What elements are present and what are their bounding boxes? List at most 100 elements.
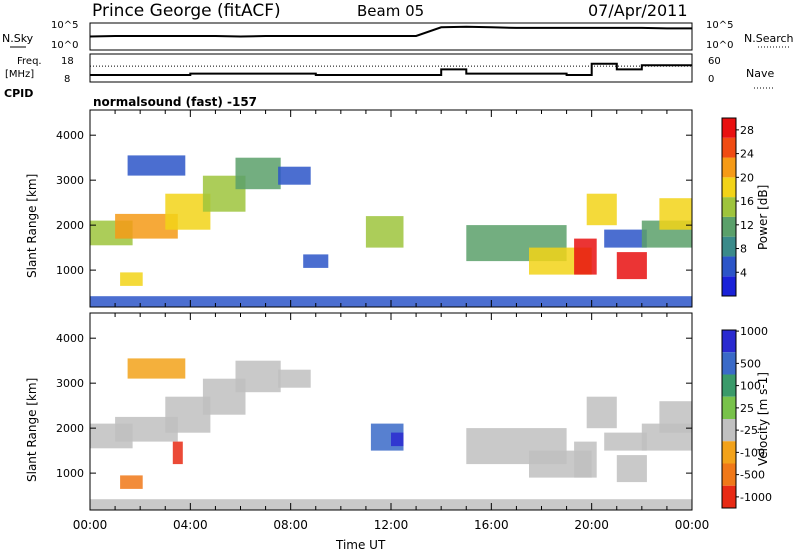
data-region-18: [659, 401, 692, 433]
freq-label-line2: [MHz]: [5, 69, 34, 80]
frequency-line: [90, 62, 692, 76]
velocity-colorbar-segment: [722, 485, 736, 508]
x-tick-label: 08:00: [273, 518, 308, 532]
power-colorbar-tick-label: 8: [740, 243, 747, 256]
data-region-4: [235, 157, 281, 190]
noise-sky-label: N.Sky: [2, 32, 34, 45]
data-region-8: [278, 369, 311, 388]
velocity-data-cells: [90, 358, 692, 510]
velocity-panel: 1000 2000 3000 4000 00:00 04:00 08:00 12:00 16:…: [25, 312, 772, 552]
y-tick-label: 2000: [56, 422, 84, 435]
data-region-6: [120, 272, 143, 286]
velocity-colorbar-tick-label: 25: [740, 402, 754, 415]
velocity-colorbar-segment: [722, 352, 736, 375]
data-region-14: [586, 396, 617, 429]
power-colorbar-segment: [722, 177, 736, 198]
velocity-colorbar-tick-label: 1000: [740, 325, 768, 338]
noise-sky-line: [89, 25, 692, 38]
nave-right-tick-bottom: 0: [708, 74, 714, 85]
velocity-colorbar: 1000 500 100 25 -25 -100 -500 -1000: [721, 325, 772, 509]
data-region-5: [127, 155, 186, 176]
power-colorbar-tick-label: 16: [740, 195, 754, 208]
frequency-panel-frame: [89, 53, 693, 83]
velocity-colorbar-tick-label: -500: [740, 469, 765, 482]
power-y-axis-label: Slant Range [km]: [25, 174, 39, 278]
data-region-14: [604, 229, 647, 248]
noise-panel: N.Sky 10^5 10^0 10^5 10^0 N.Search: [2, 20, 794, 51]
beam-label: Beam 05: [357, 2, 424, 20]
data-region-16: [616, 455, 647, 483]
velocity-colorbar-segment: [722, 441, 736, 464]
power-colorbar: 4 8 12 16 20 24 28: [721, 117, 754, 297]
velocity-x-ticks: 00:00 04:00 08:00 12:00 16:00 20:00 00:00: [73, 313, 710, 532]
x-tick-label: 04:00: [173, 518, 208, 532]
velocity-y-axis-label: Slant Range [km]: [25, 378, 39, 482]
power-y-ticks: 1000 2000 3000 4000: [56, 129, 692, 277]
freq-left-tick-bottom: 8: [64, 74, 70, 85]
power-panel: 1000 2000 3000 4000 Slant Range [km] 4 8 12 16…: [25, 109, 770, 308]
x-tick-label: 00:00: [73, 518, 108, 532]
freq-label-line1: Freq.: [17, 56, 42, 67]
velocity-colorbar-tick-label: -1000: [740, 491, 772, 504]
data-region-17: [659, 198, 692, 230]
power-colorbar-frame: [721, 117, 737, 297]
noise-right-tick-top: 10^5: [706, 20, 733, 31]
y-tick-label: 1000: [56, 467, 84, 480]
velocity-y-ticks: 1000 2000 3000 4000: [56, 332, 692, 480]
velocity-colorbar-tick-label: 500: [740, 357, 761, 370]
date-label: 07/Apr/2011: [588, 1, 688, 20]
velocity-colorbar-segment: [722, 463, 736, 486]
noise-search-label: N.Search: [744, 32, 794, 45]
data-region-2: [165, 193, 211, 230]
power-colorbar-segment: [722, 236, 736, 257]
data-region-15: [604, 432, 647, 451]
data-region-15: [616, 252, 647, 280]
mode-label: normalsound (fast) -157: [93, 95, 257, 109]
data-region-9: [365, 216, 404, 248]
cpid-label: CPID: [4, 87, 33, 100]
nave-right-tick-top: 60: [708, 56, 721, 67]
data-region-2: [165, 396, 211, 433]
x-axis-label: Time UT: [335, 538, 386, 552]
noise-left-tick-bottom: 10^0: [51, 40, 78, 51]
velocity-colorbar-segment: [722, 330, 736, 353]
y-tick-label: 1000: [56, 264, 84, 277]
station-title: Prince George (fitACF): [92, 1, 281, 21]
power-colorbar-tick-label: 20: [740, 171, 754, 184]
data-region-4: [235, 360, 281, 393]
power-colorbar-segment: [722, 216, 736, 237]
power-colorbar-label: Power [dB]: [756, 185, 770, 250]
power-colorbar-segment: [722, 256, 736, 277]
data-region-13: [586, 193, 617, 226]
x-tick-label: 00:00: [675, 518, 710, 532]
y-tick-label: 2000: [56, 219, 84, 232]
velocity-colorbar-segment: [722, 419, 736, 442]
data-region-7: [172, 441, 183, 465]
power-colorbar-segment: [722, 157, 736, 178]
x-tick-label: 20:00: [574, 518, 609, 532]
power-colorbar-segment: [722, 118, 736, 138]
y-tick-label: 4000: [56, 129, 84, 142]
velocity-colorbar-frame: [721, 329, 737, 509]
power-colorbar-tick-label: 24: [740, 148, 754, 161]
power-colorbar-tick-label: 4: [740, 266, 747, 279]
data-region-5: [127, 358, 186, 379]
data-region-12: [574, 238, 597, 275]
y-tick-label: 3000: [56, 174, 84, 187]
power-x-ticks: [89, 110, 693, 307]
data-region-6: [120, 475, 143, 489]
power-colorbar-tick-label: 12: [740, 219, 754, 232]
x-tick-label: 12:00: [374, 518, 409, 532]
noise-left-tick-top: 10^5: [51, 20, 78, 31]
freq-left-tick-top: 18: [61, 56, 74, 67]
frequency-panel: Freq. [MHz] CPID 18 8 60 0 Nave: [4, 53, 774, 100]
velocity-colorbar-segment: [722, 396, 736, 419]
x-tick-label: 16:00: [474, 518, 509, 532]
y-tick-label: 3000: [56, 377, 84, 390]
data-region-10: [391, 432, 404, 447]
power-colorbar-segment: [722, 276, 736, 296]
velocity-colorbar-segment: [722, 374, 736, 397]
noise-right-tick-bottom: 10^0: [706, 40, 733, 51]
velocity-colorbar-tick-label: -25: [740, 424, 758, 437]
